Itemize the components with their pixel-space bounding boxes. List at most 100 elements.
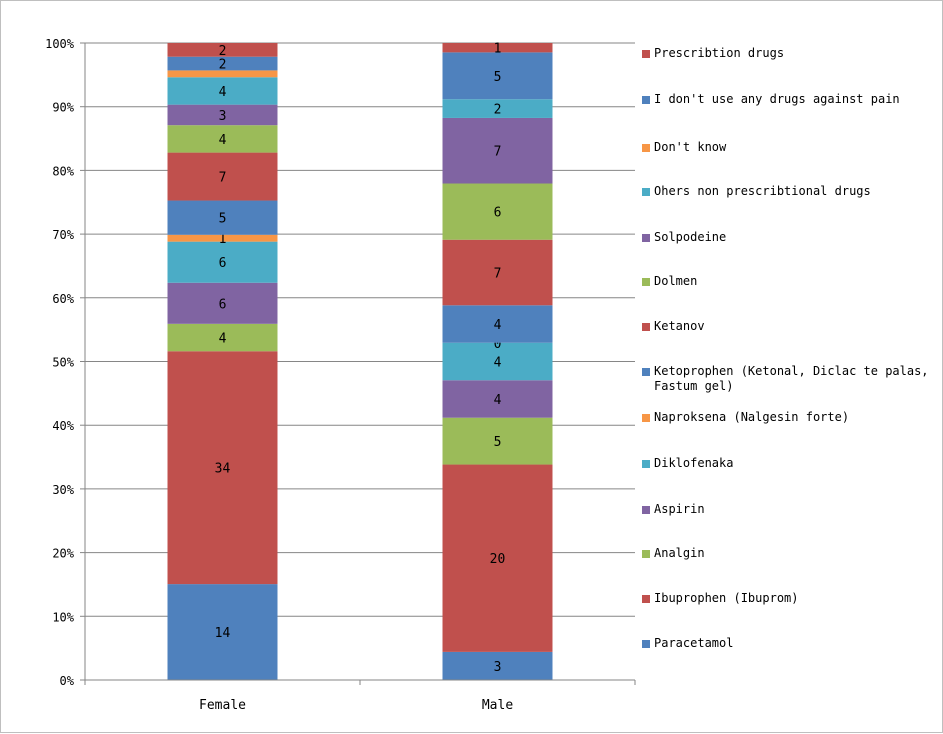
data-label: 5 [494,435,502,450]
data-label: 1 [219,232,227,247]
bar-segment [167,77,278,105]
bar-segment [167,234,278,242]
legend-label: I don't use any drugs against pain [654,92,900,106]
bar-segment [167,125,278,153]
legend-label: Analgin [654,546,705,560]
data-label: 7 [494,267,502,282]
legend-swatch [642,96,650,104]
legend-item: Analgin [642,546,937,561]
y-tick-label: 80% [52,164,74,178]
legend-item: Paracetamol [642,636,937,651]
data-label: 4 [219,332,227,347]
legend-swatch [642,278,650,286]
data-label: 6 [494,206,502,221]
bar-segment [442,651,553,680]
bar-segment [442,117,553,184]
bar-segment [442,417,553,465]
legend-label: Paracetamol [654,636,734,650]
legend-item: Naproksena (Nalgesin forte) [642,410,937,425]
bar-segment [167,152,278,201]
legend-swatch [642,460,650,468]
legend-label: Diklofenaka [654,456,734,470]
bar-segment [167,282,278,324]
y-tick-label: 70% [52,228,74,242]
data-label: 14 [215,626,231,641]
bar-segment [167,56,278,71]
legend-swatch [642,550,650,558]
legend-label: Aspirin [654,502,705,516]
legend-swatch [642,323,650,331]
legend-label: Prescribtion drugs [654,46,785,60]
legend-item: Ketanov [642,319,937,334]
bar-segment [167,584,278,680]
legend-label: Ohers non prescribtional drugs [654,184,871,198]
legend-swatch [642,368,650,376]
legend-label: Ketanov [654,319,705,333]
bar-segment [167,323,278,352]
y-tick-label: 10% [52,610,74,624]
data-label: 20 [490,552,506,567]
legend-swatch [642,234,650,242]
legend-item: Solpodeine [642,230,937,245]
legend-label: Don't know [654,140,727,154]
legend-item: Don't know [642,140,937,155]
legend-swatch [642,188,650,196]
data-label: 7 [494,145,502,160]
data-label: 6 [219,297,227,312]
data-label: 4 [494,393,502,408]
x-tick-label: Female [199,698,246,713]
data-label: 4 [494,318,502,333]
bar-segment [167,43,278,57]
legend-item: I don't use any drugs against pain [642,92,937,107]
bar-segment [442,43,553,53]
bar-segment [167,241,278,283]
legend-item: Aspirin [642,502,937,517]
legend-swatch [642,595,650,603]
legend-label: Ketoprophen (Ketonal, Diclac te palas, F… [654,364,929,393]
data-label: 2 [219,44,227,59]
bar-segment [167,70,278,78]
data-label: 4 [219,133,227,148]
bar-segment [442,52,553,100]
data-label: 0 [494,337,502,352]
data-label: 3 [494,660,502,675]
data-label: 6 [219,256,227,271]
bar-segment [442,464,553,652]
legend-swatch [642,506,650,514]
data-label: 2 [494,103,502,118]
y-tick-label: 90% [52,101,74,115]
bar-segment [442,342,553,381]
y-tick-label: 20% [52,547,74,561]
data-label: 34 [215,462,231,477]
bar-segment [167,104,278,126]
legend-swatch [642,640,650,648]
x-tick-label: Male [482,698,513,713]
data-label: 4 [494,356,502,371]
data-label: 7 [219,171,227,186]
data-label: 5 [494,70,502,85]
legend-item: Dolmen [642,274,937,289]
legend-item: Ohers non prescribtional drugs [642,184,937,199]
legend-label: Solpodeine [654,230,727,244]
y-tick-label: 30% [52,483,74,497]
data-label: 3 [219,109,227,124]
bar-segment [442,380,553,418]
legend-swatch [642,414,650,422]
data-label: 1 [494,42,502,57]
legend-item: Prescribtion drugs [642,46,937,61]
legend-item: Ketoprophen (Ketonal, Diclac te palas, F… [642,364,937,394]
bar-segment [167,200,278,235]
bar-segment [442,183,553,240]
bar-segment [442,239,553,306]
bar-segment [442,99,553,118]
y-tick-label: 60% [52,292,74,306]
data-label: 4 [219,85,227,100]
y-tick-label: 0% [60,674,75,688]
legend-item: Ibuprophen (Ibuprom) [642,591,937,606]
legend-swatch [642,50,650,58]
legend-swatch [642,144,650,152]
bar-segment [442,305,553,343]
legend-label: Dolmen [654,274,698,288]
